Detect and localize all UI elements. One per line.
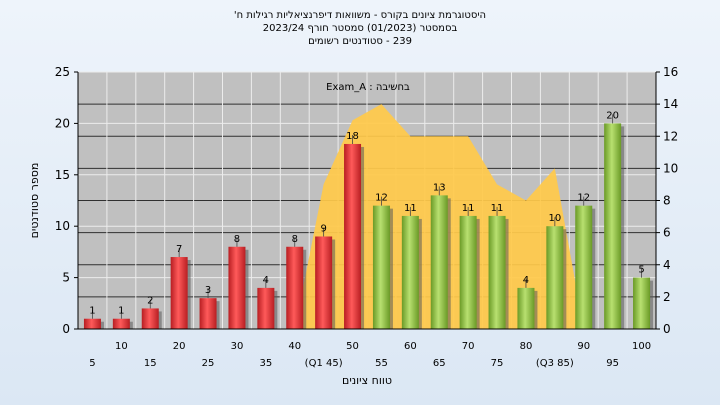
x-tick-label: 70 [462,341,475,352]
data-label: 1 [89,306,95,317]
bar-20 [170,257,188,329]
bar-25 [199,298,217,329]
bar-40 [286,246,304,329]
data-label: 13 [433,182,446,193]
data-label: 12 [375,193,388,204]
x-tick-label: 25 [202,358,215,369]
x-tick-label: (Q1 45) [305,358,343,369]
data-label: 4 [263,275,269,286]
bar-(Q1 45) [315,236,333,329]
x-tick-label: 40 [288,341,301,352]
data-label: 3 [205,285,211,296]
y-axis-title: מספר סטודנטים [28,163,41,239]
x-tick-label: 35 [259,358,272,369]
bar-70 [459,215,477,329]
chart-title-line-1: היסטוגרמת ציונים בקורס - משוואות דיפרנצי… [233,10,487,21]
y-tick-label: 10 [55,219,70,233]
chart-title-line-3: 239 - סטודנטים רשומים [308,36,412,47]
bar-90 [575,205,593,329]
y2-tick-label: 8 [663,194,671,208]
x-tick-label: 75 [491,358,504,369]
data-label: 9 [320,223,326,234]
y2-tick-label: 16 [663,65,678,79]
bar-95 [604,123,622,330]
x-tick-label: 95 [606,358,619,369]
x-tick-label: 90 [577,341,590,352]
legend-label: Exam_A : בחשיבה [326,82,410,93]
bar-5 [83,318,101,329]
y-tick-label: 15 [55,168,70,182]
chart-title-line-2: בסמסטר (01/2023) סמסטר חורף 2023/24 [262,23,458,34]
x-tick-label: 65 [433,358,446,369]
bar-60 [401,215,419,329]
data-label: 11 [462,203,475,214]
data-label: 11 [491,203,504,214]
data-label: 8 [292,234,298,245]
x-tick-label: 20 [173,341,186,352]
data-label: 20 [606,110,619,121]
x-tick-label: 80 [520,341,533,352]
bar-35 [257,287,275,329]
x-axis-title: טווח ציונים [342,374,392,387]
y2-tick-label: 12 [663,129,678,143]
y-tick-label: 5 [62,271,70,285]
data-label: 4 [523,275,529,286]
bar-55 [372,205,390,329]
y2-tick-label: 0 [663,322,671,336]
y2-tick-label: 6 [663,226,671,240]
y2-tick-label: 10 [663,161,678,175]
y-tick-label: 20 [55,116,70,130]
bar-80 [517,287,535,329]
x-tick-label: 50 [346,341,359,352]
y-tick-label: 0 [62,322,70,336]
y2-tick-label: 2 [663,290,671,304]
bar-100 [633,277,651,329]
x-tick-label: 5 [89,358,95,369]
y2-tick-label: 14 [663,97,678,111]
data-label: 18 [346,131,359,142]
bar-65 [430,195,448,329]
x-tick-label: 55 [375,358,388,369]
y2-tick-label: 4 [663,258,671,272]
x-tick-label: 10 [115,341,128,352]
data-label: 2 [147,295,153,306]
bar-50 [344,143,362,329]
data-label: 8 [234,234,240,245]
x-tick-label: 100 [632,341,651,352]
y-tick-label: 25 [55,65,70,79]
data-label: 7 [176,244,182,255]
data-label: 1 [118,306,124,317]
bar-10 [112,318,130,329]
bar-75 [488,215,506,329]
x-tick-label: 30 [231,341,244,352]
bar-(Q3 85) [546,226,564,329]
data-label: 11 [404,203,417,214]
data-label: 10 [548,213,561,224]
x-tick-label: (Q3 85) [536,358,574,369]
data-label: 12 [577,193,590,204]
x-tick-label: 60 [404,341,417,352]
x-tick-label: 15 [144,358,157,369]
bar-15 [141,308,159,329]
data-label: 5 [638,265,644,276]
bar-30 [228,246,246,329]
